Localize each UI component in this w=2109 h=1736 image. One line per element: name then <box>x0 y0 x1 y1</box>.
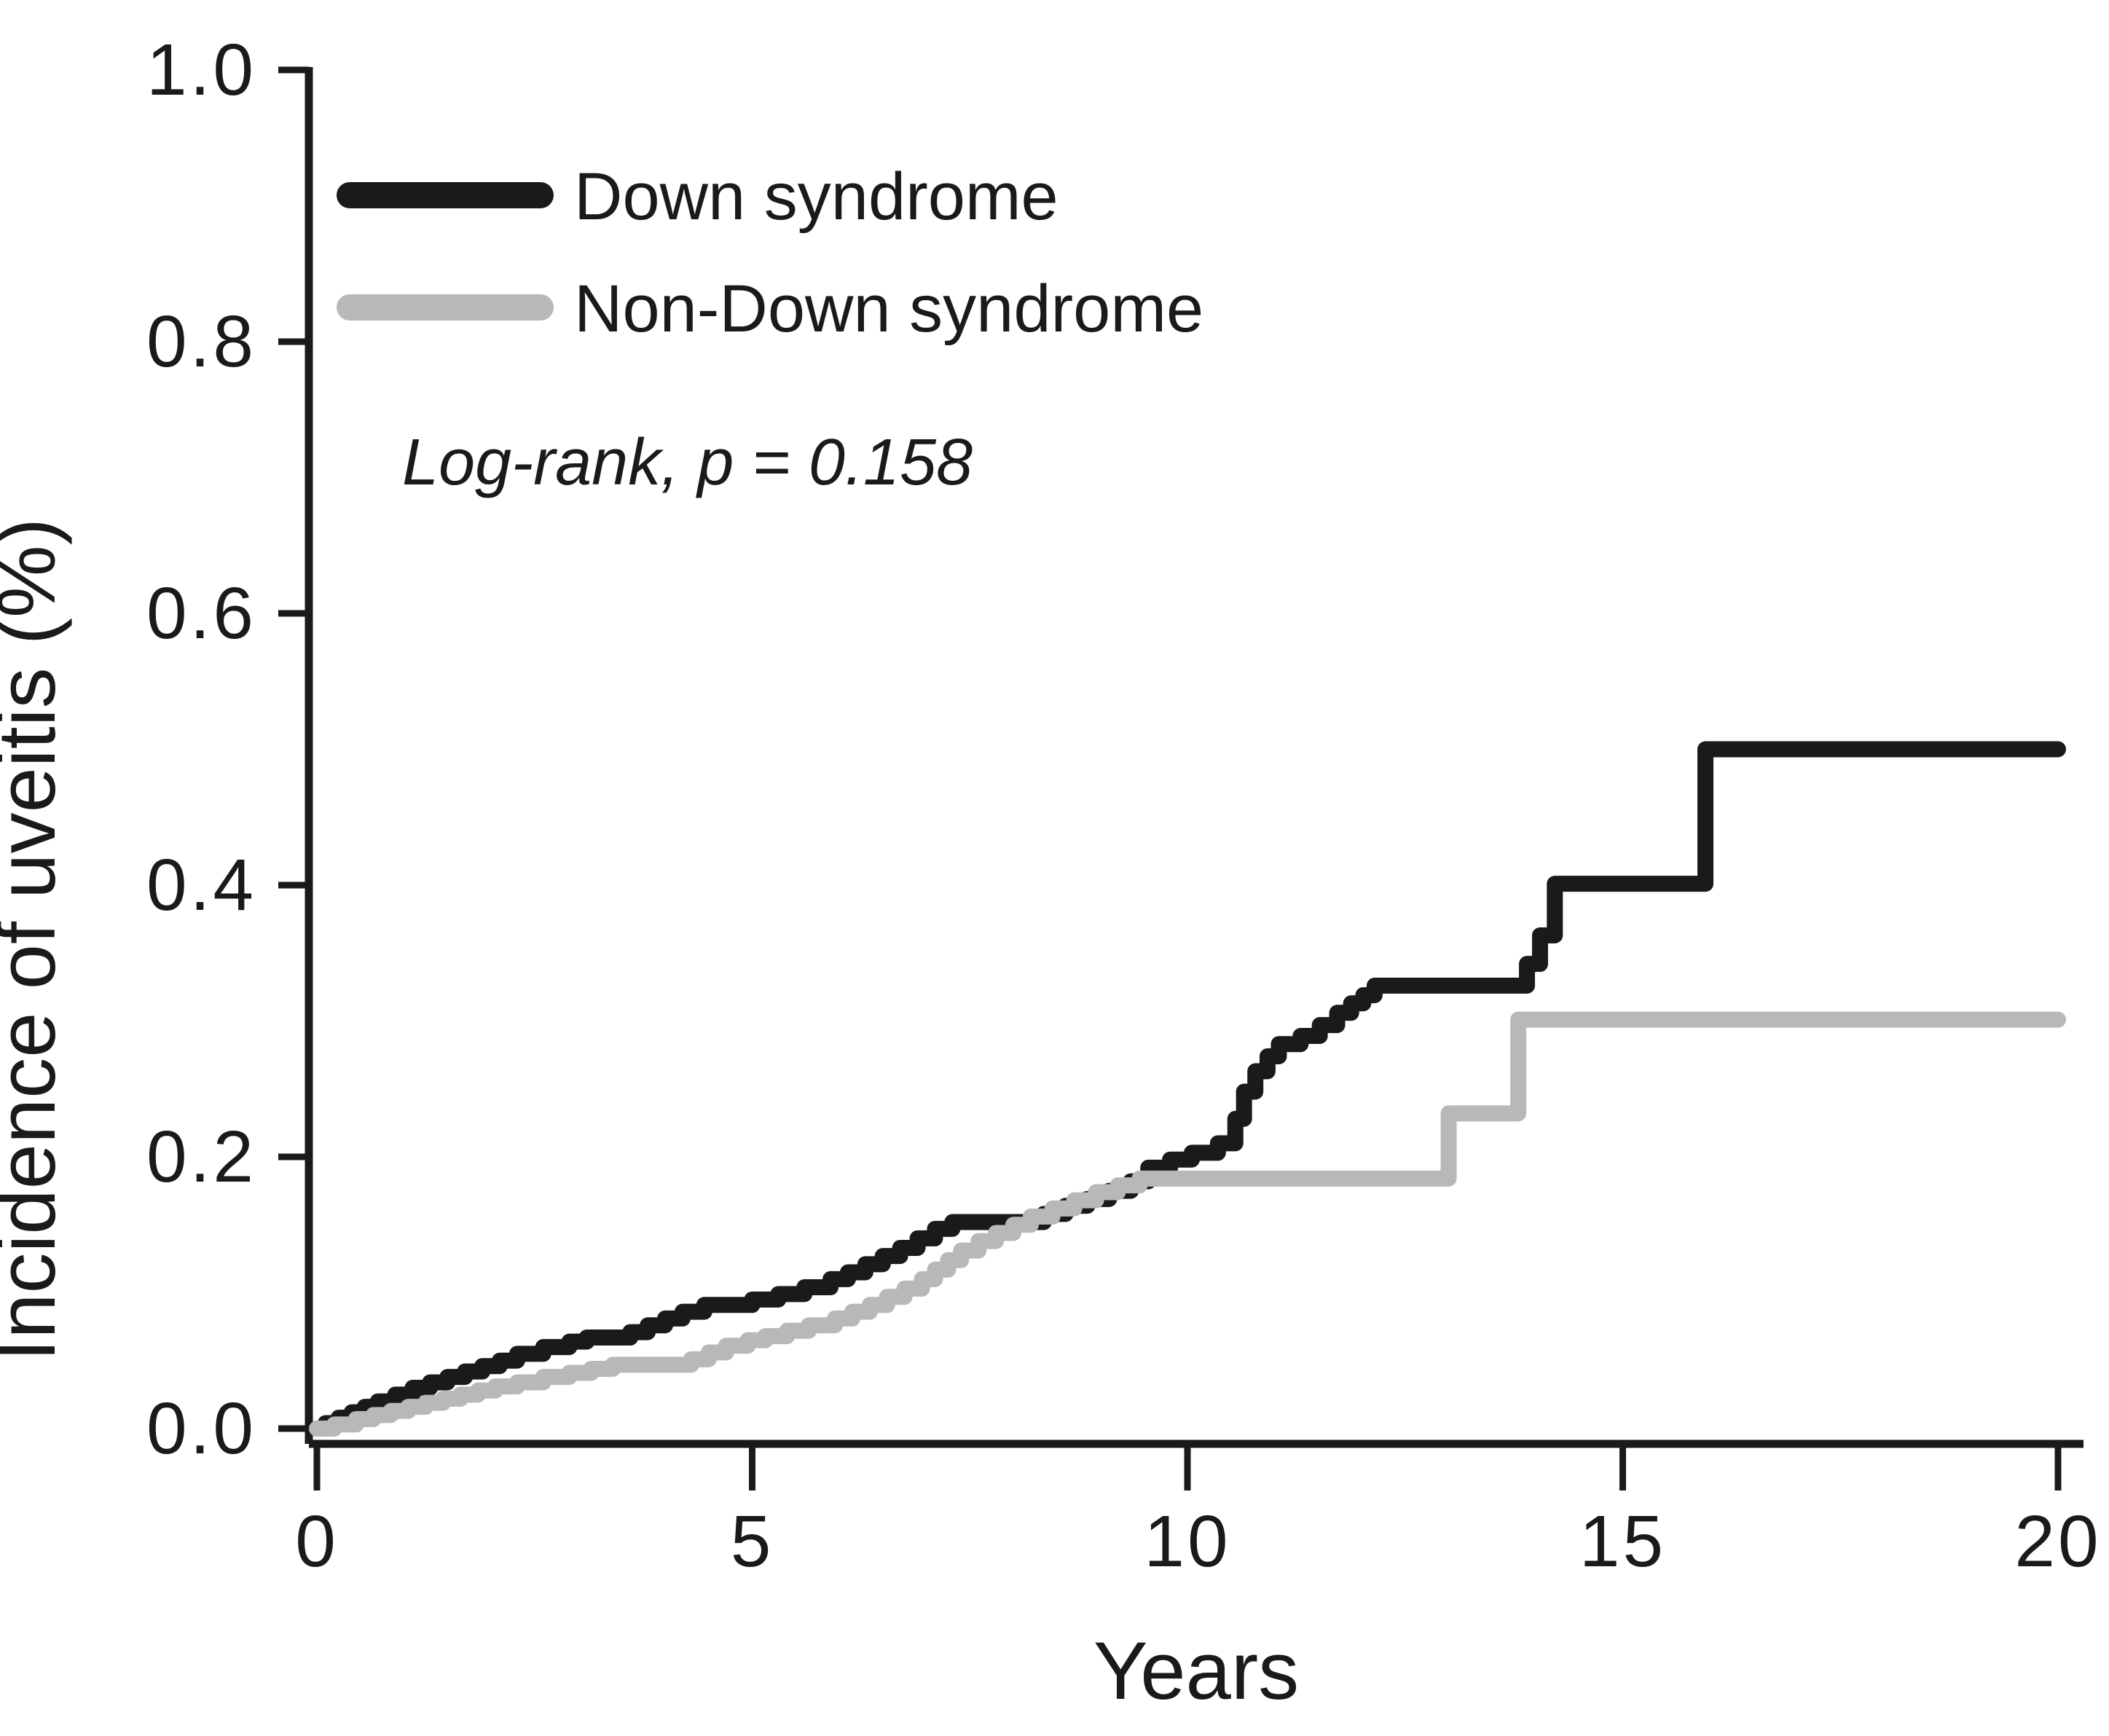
survival-curves <box>309 741 2066 1437</box>
x-tick-label: 15 <box>1579 1501 1666 1582</box>
curve-non-down-syndrome <box>309 1011 2066 1437</box>
y-tick-label: 1.0 <box>146 29 256 111</box>
legend: Down syndrome Non-Down syndrome <box>337 160 1203 346</box>
x-tick-label: 20 <box>2014 1501 2101 1582</box>
y-axis-ticks: 0.0 0.2 0.4 0.6 0.8 1.0 <box>146 29 309 1469</box>
y-tick-label: 0.2 <box>146 1116 256 1198</box>
y-tick-label: 0.0 <box>146 1388 256 1469</box>
curve-down-syndrome <box>309 741 2066 1437</box>
legend-label-non-down-syndrome: Non-Down syndrome <box>574 272 1203 346</box>
x-tick-label: 10 <box>1144 1501 1230 1582</box>
legend-label-down-syndrome: Down syndrome <box>574 160 1059 234</box>
y-tick-label: 0.6 <box>146 573 256 654</box>
y-tick-label: 0.4 <box>146 844 256 926</box>
x-tick-label: 0 <box>295 1501 339 1582</box>
x-tick-label: 5 <box>731 1501 774 1582</box>
y-axis-title: Incidence of uveitis (%) <box>0 518 72 1362</box>
x-axis-ticks: 0 5 10 15 20 <box>295 1444 2101 1582</box>
x-axis-title: Years <box>1093 1625 1299 1716</box>
y-tick-label: 0.8 <box>146 301 256 382</box>
log-rank-annotation: Log-rank, p = 0.158 <box>402 426 973 499</box>
